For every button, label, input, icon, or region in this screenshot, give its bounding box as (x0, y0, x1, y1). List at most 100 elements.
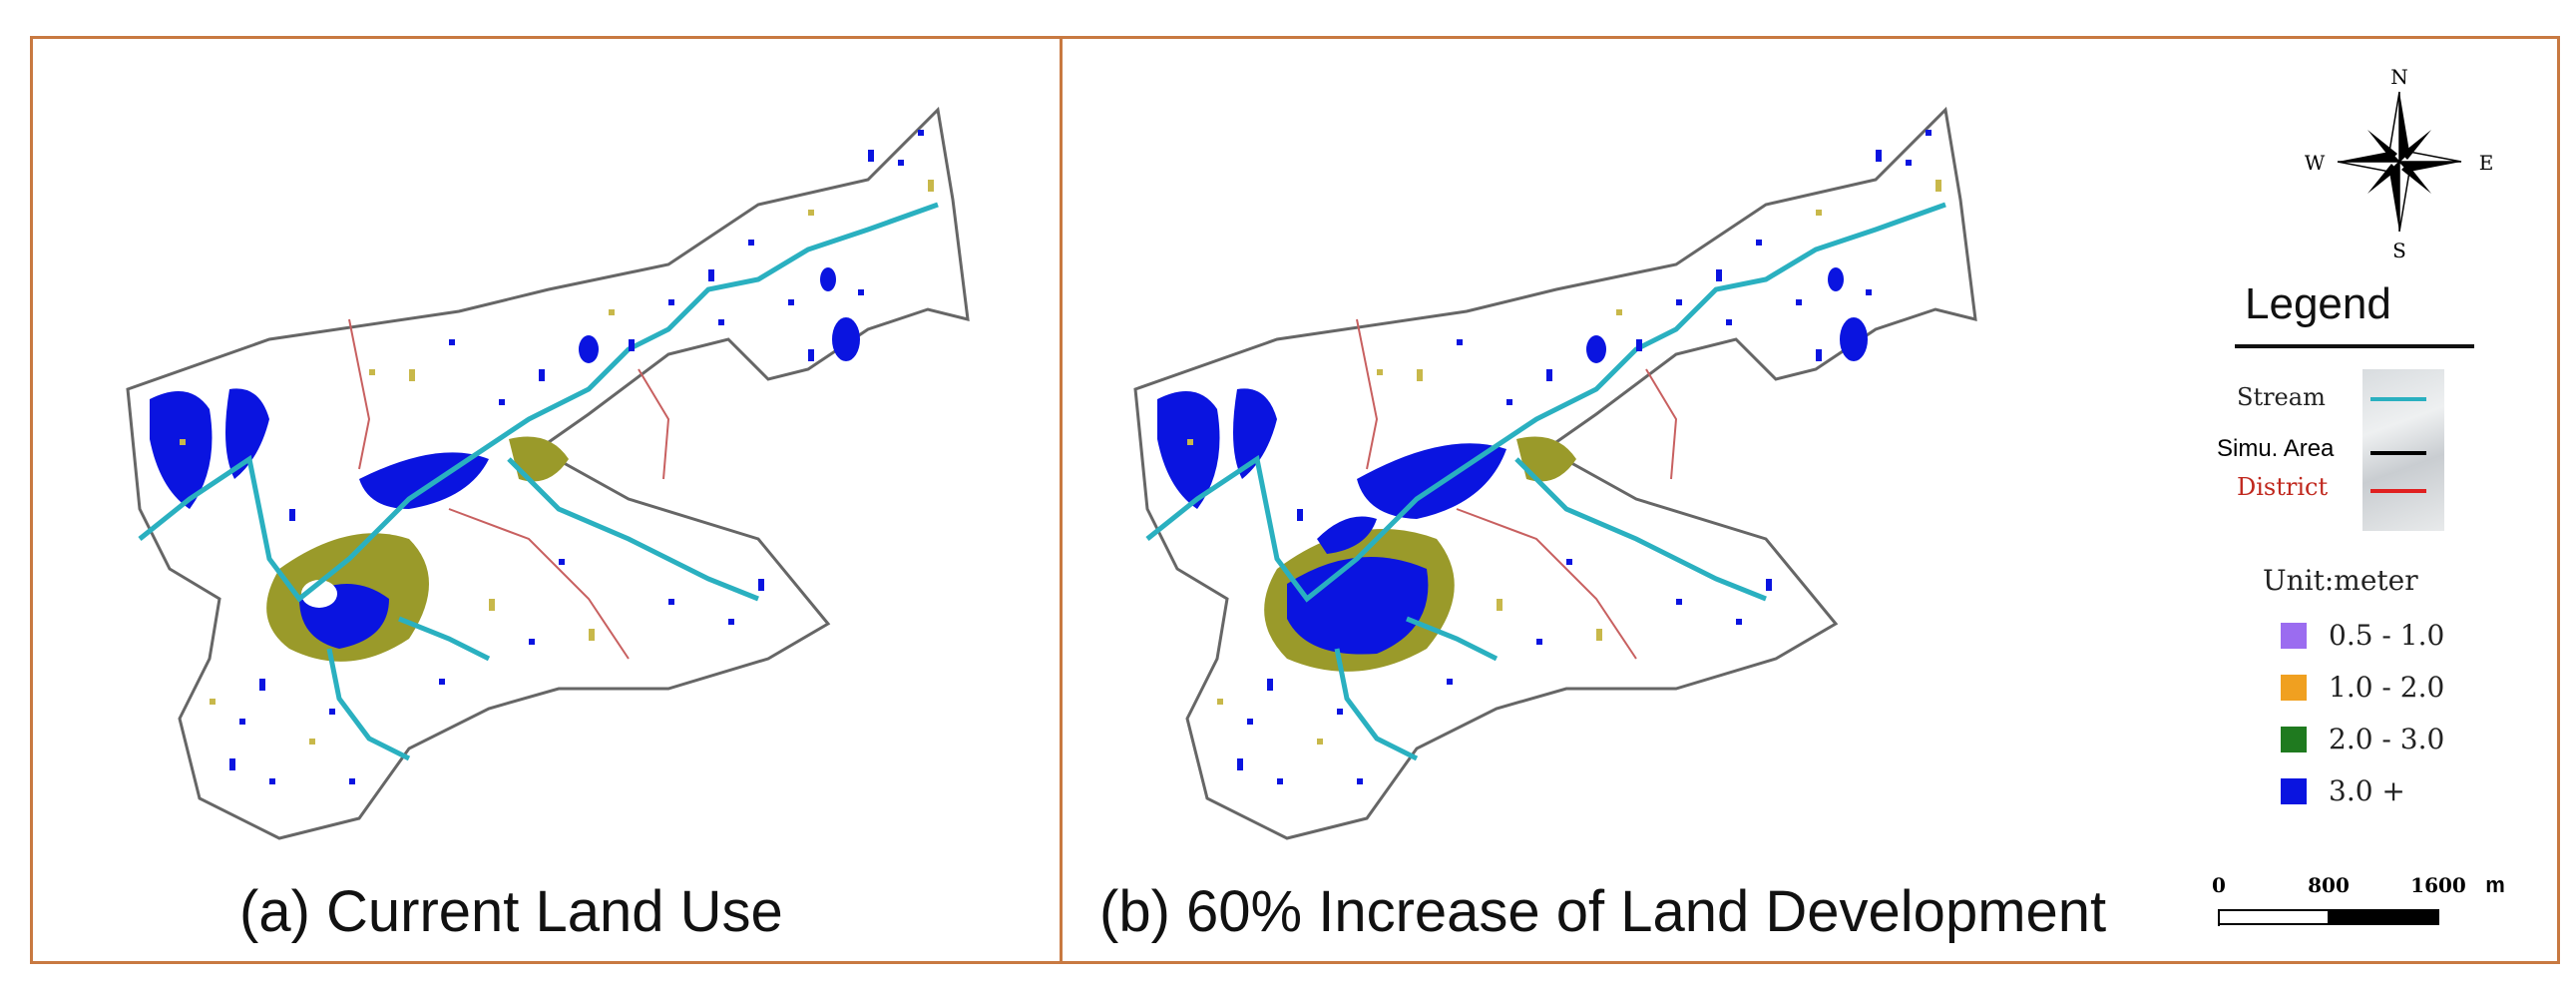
legend-swatch (2281, 622, 2307, 649)
development-cell (1536, 639, 1542, 645)
development-cell (1267, 679, 1273, 691)
legend-divider (2235, 344, 2474, 348)
development-cell (239, 719, 245, 725)
development-cell (748, 240, 754, 246)
map-panel-a[interactable] (110, 40, 1008, 848)
legend-district-label: District (2237, 473, 2329, 501)
development-cells (1187, 130, 1941, 784)
development-cell (808, 349, 814, 361)
development-cell (1357, 778, 1363, 784)
development-cell (539, 369, 545, 381)
legend-simu-area-line (2370, 451, 2426, 455)
legend-district-line (2370, 489, 2426, 493)
legend-swatch (2281, 674, 2307, 701)
legend-class-label: 1.0 - 2.0 (2329, 671, 2445, 704)
flood-depth-areas (150, 267, 860, 662)
streams (138, 202, 939, 761)
compass-n: N (2390, 65, 2408, 89)
development-cell (1207, 469, 1213, 475)
development-cell (1935, 180, 1941, 192)
scale-bar-svg: 0 800 1600 m (2212, 872, 2505, 926)
development-cell (1906, 160, 1912, 166)
development-cell (1926, 130, 1932, 136)
compass-e: E (2479, 151, 2494, 175)
development-cell (349, 778, 355, 784)
development-cell (1506, 399, 1512, 405)
development-cell (210, 699, 215, 705)
development-cell (1676, 299, 1682, 305)
compass-s: S (2392, 239, 2406, 261)
development-cell (1217, 699, 1223, 705)
compass-icon: N S E W (2305, 65, 2494, 262)
development-cell (559, 559, 565, 565)
development-cell (858, 289, 864, 295)
development-cell (1566, 559, 1572, 565)
development-cell (928, 180, 934, 192)
development-cell (1816, 210, 1822, 216)
development-cell (1277, 778, 1283, 784)
development-cells (180, 130, 934, 784)
development-cell (229, 758, 235, 770)
caption-b: (b) 60% Increase of Land Development (1099, 879, 2107, 944)
map-b-svg (1133, 106, 1977, 840)
legend-class-label: 3.0 + (2329, 774, 2405, 807)
scale-unit: m (2485, 872, 2505, 897)
development-cell (289, 509, 295, 521)
legend-title: Legend (2245, 279, 2391, 328)
development-cell (1636, 339, 1642, 351)
legend-stream-label: Stream (2237, 383, 2326, 411)
legend-class-label: 2.0 - 3.0 (2329, 723, 2445, 755)
development-cell (489, 599, 495, 611)
development-cell (708, 269, 714, 281)
legend-class-3: 2.0 - 3.0 (2281, 723, 2444, 755)
development-cell (918, 130, 924, 136)
development-cell (629, 339, 635, 351)
development-cell (1237, 758, 1243, 770)
development-cell (609, 309, 615, 315)
development-cell (1417, 369, 1423, 381)
scale-bar: 0 800 1600 m (2211, 870, 2510, 945)
legend-swatch (2281, 726, 2307, 752)
development-cell (758, 579, 764, 591)
legend-class-2: 1.0 - 2.0 (2281, 671, 2444, 704)
development-cell (728, 619, 734, 625)
scale-tick-0: 0 (2212, 873, 2226, 897)
development-cell (868, 150, 874, 162)
development-cell (259, 679, 265, 691)
development-cell (1726, 319, 1732, 325)
streams (1145, 202, 1946, 761)
map-a-svg (126, 106, 970, 840)
legend-stream-line (2370, 397, 2426, 401)
development-cell (499, 399, 505, 405)
development-cell (1497, 599, 1503, 611)
development-cell (1676, 599, 1682, 605)
development-cell (529, 639, 535, 645)
development-cell (1447, 679, 1453, 685)
development-cell (1816, 349, 1822, 361)
legend-class-4: 3.0 + (2281, 774, 2405, 807)
scale-tick-800: 800 (2308, 873, 2350, 897)
development-cell (1457, 339, 1463, 345)
development-cell (1596, 629, 1602, 641)
district-boundaries (1356, 318, 1678, 660)
development-cell (1866, 289, 1872, 295)
development-cell (1377, 369, 1383, 375)
development-cell (1297, 509, 1303, 521)
development-cell (1546, 369, 1552, 381)
legend-class-1: 0.5 - 1.0 (2281, 619, 2444, 652)
development-cell (1716, 269, 1722, 281)
legend-class-label: 0.5 - 1.0 (2329, 619, 2445, 652)
development-cell (269, 778, 275, 784)
panel-divider (1060, 36, 1063, 964)
development-cell (329, 709, 335, 715)
development-cell (369, 369, 375, 375)
development-cell (898, 160, 904, 166)
development-cell (439, 679, 445, 685)
development-cell (1337, 709, 1343, 715)
development-cell (1756, 240, 1762, 246)
map-panel-b[interactable] (1117, 40, 2015, 848)
development-cell (1616, 309, 1622, 315)
flood-depth-areas (1157, 267, 1868, 672)
legend-unit: Unit:meter (2263, 564, 2418, 597)
development-cell (668, 299, 674, 305)
